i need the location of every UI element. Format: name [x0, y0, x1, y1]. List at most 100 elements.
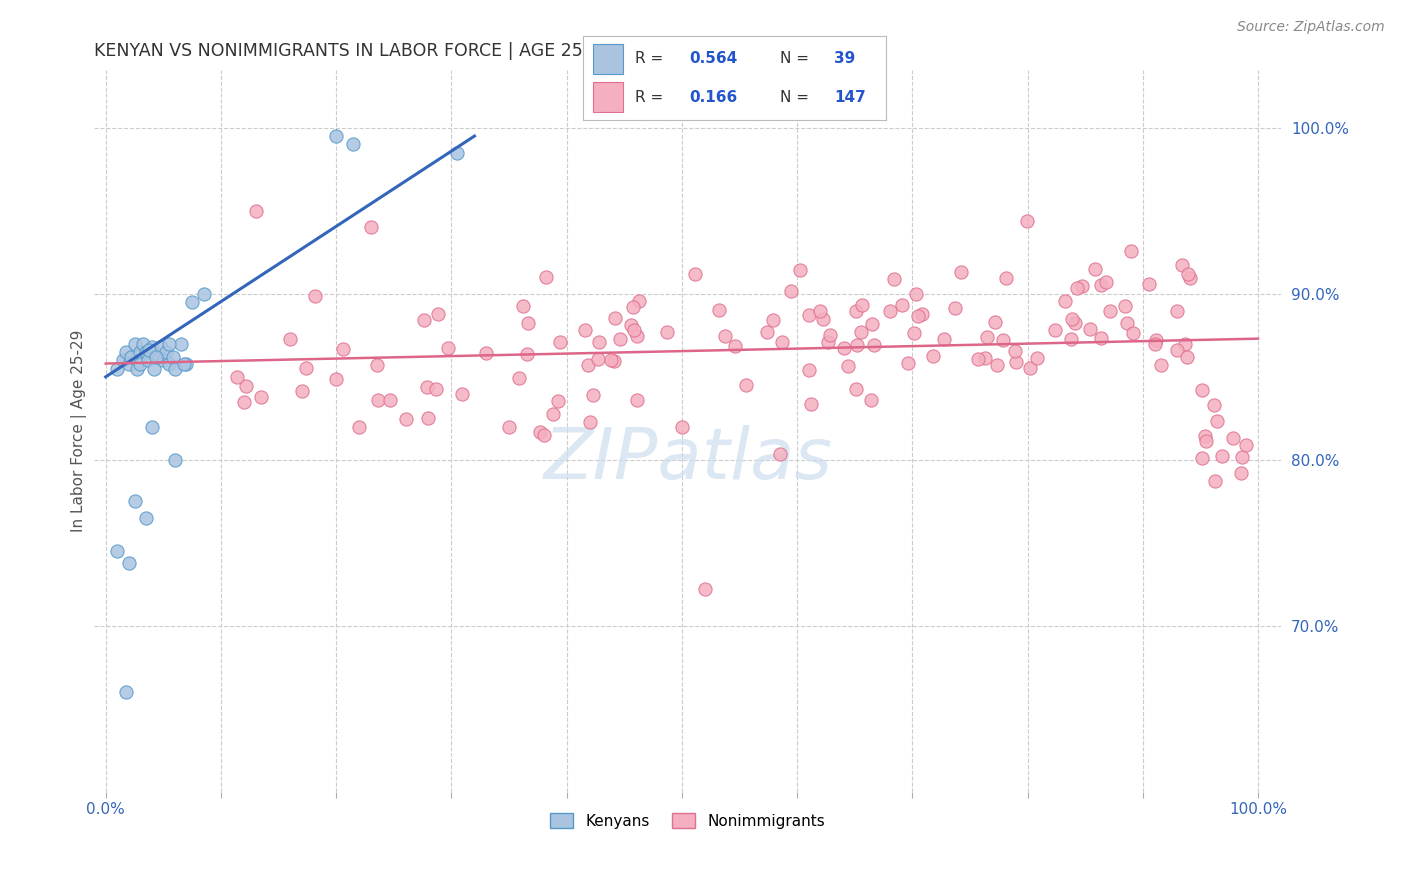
Point [141, 340, 163, 354]
Point [707, 303, 730, 318]
Point [851, 298, 873, 312]
Point [157, 336, 180, 351]
Point [1017, 213, 1039, 227]
Point [1178, 270, 1201, 285]
Point [517, 316, 540, 330]
Point [325, 129, 347, 144]
Point [943, 301, 966, 316]
Point [548, 335, 571, 350]
Text: 0.564: 0.564 [689, 52, 738, 67]
Text: R =: R = [636, 89, 668, 104]
Point [1062, 312, 1084, 326]
Point [1004, 355, 1026, 369]
Bar [592, 44, 623, 74]
Point [1078, 322, 1101, 336]
Point [904, 287, 927, 301]
Point [1150, 358, 1173, 372]
Point [603, 353, 626, 368]
Point [124, 336, 146, 351]
Point [1230, 466, 1253, 480]
Point [304, 289, 326, 303]
Point [1230, 450, 1253, 464]
Point [1177, 267, 1199, 281]
Point [820, 328, 842, 343]
Point [193, 286, 215, 301]
Bar [592, 82, 623, 112]
Point [163, 361, 186, 376]
Point [105, 361, 128, 376]
Point [1063, 316, 1085, 330]
Point [671, 419, 693, 434]
Point [1090, 331, 1112, 345]
Text: N =: N = [780, 89, 814, 104]
Point [111, 353, 134, 368]
Point [437, 341, 460, 355]
Point [1204, 474, 1226, 488]
Point [146, 350, 169, 364]
Point [163, 453, 186, 467]
Point [911, 307, 934, 321]
Point [994, 271, 1017, 285]
Point [576, 359, 599, 373]
Point [1019, 361, 1042, 376]
Point [1045, 323, 1067, 337]
Point [176, 357, 198, 371]
Point [800, 397, 823, 411]
Legend: Kenyans, Nonimmigrants: Kenyans, Nonimmigrants [544, 806, 831, 835]
Point [817, 334, 839, 349]
Point [451, 387, 474, 401]
Point [588, 335, 610, 350]
Point [1098, 303, 1121, 318]
Point [808, 304, 831, 318]
Point [1066, 281, 1088, 295]
Point [693, 582, 716, 597]
Point [769, 447, 792, 461]
Point [1222, 431, 1244, 445]
Point [250, 391, 273, 405]
Point [342, 137, 364, 152]
Point [603, 310, 626, 325]
Point [620, 318, 643, 332]
Point [425, 382, 447, 396]
Point [1174, 337, 1197, 351]
Point [626, 329, 648, 343]
Point [967, 352, 990, 367]
Point [779, 284, 801, 298]
Point [233, 394, 256, 409]
Text: R =: R = [636, 52, 668, 67]
Text: N =: N = [780, 52, 814, 67]
Point [427, 308, 450, 322]
Point [360, 220, 382, 235]
Point [1070, 278, 1092, 293]
Point [845, 304, 868, 318]
Point [155, 345, 177, 359]
Point [789, 263, 811, 277]
Point [626, 393, 648, 408]
Point [152, 353, 174, 368]
Point [512, 299, 534, 313]
Y-axis label: In Labor Force | Age 25-29: In Labor Force | Age 25-29 [72, 330, 87, 532]
Point [135, 511, 157, 525]
Point [347, 419, 370, 434]
Point [143, 361, 166, 376]
Point [1059, 332, 1081, 346]
Point [498, 419, 520, 434]
Point [162, 350, 184, 364]
Point [1084, 261, 1107, 276]
Point [976, 330, 998, 344]
Point [770, 334, 793, 349]
Point [181, 295, 204, 310]
Point [849, 326, 872, 340]
Point [897, 356, 920, 370]
Point [150, 340, 173, 354]
Point [295, 361, 318, 376]
Point [169, 336, 191, 351]
Point [578, 415, 600, 429]
Point [1143, 336, 1166, 351]
Point [124, 494, 146, 508]
Point [1170, 258, 1192, 272]
Point [762, 313, 785, 327]
Point [1095, 275, 1118, 289]
Point [131, 336, 153, 351]
Point [1175, 350, 1198, 364]
